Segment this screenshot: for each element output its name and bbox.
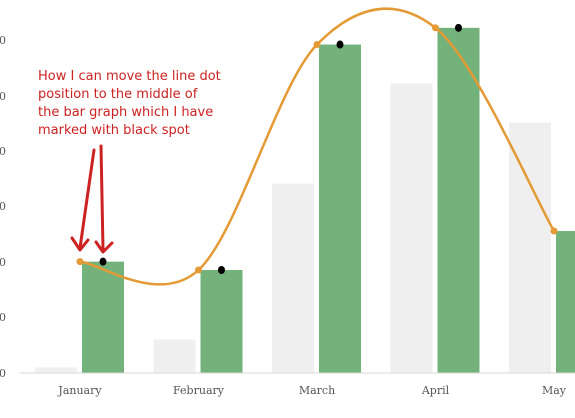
gray-bar [509, 122, 551, 373]
gray-bar-series [35, 83, 551, 374]
x-tick-label: February [173, 384, 225, 397]
annotation-line-1: How I can move the line dot [38, 69, 221, 84]
y-tick-label: 00 [0, 200, 6, 213]
annotation-arrowhead-left [70, 236, 90, 252]
y-tick-label: 00 [0, 34, 6, 47]
green-bar [556, 231, 575, 373]
gray-bar [153, 339, 196, 373]
gray-bar [272, 183, 314, 373]
line-point [550, 227, 558, 235]
x-tick-label: January [57, 384, 102, 397]
green-bar [319, 44, 361, 373]
x-tick-label: May [542, 384, 567, 397]
green-bar [82, 261, 124, 373]
gray-bar [35, 367, 77, 373]
x-tick-label: April [421, 384, 450, 397]
annotation-arrow-left [78, 148, 96, 250]
x-tick-label: March [299, 384, 335, 397]
green-bar [437, 27, 480, 374]
black-spot [218, 266, 225, 275]
y-axis-ticks: 0000000000000 [0, 34, 6, 380]
y-tick-label: 00 [0, 145, 6, 158]
line-point [76, 258, 84, 266]
x-axis-ticks: January February March April May [57, 384, 566, 397]
line-series [76, 7, 558, 286]
y-tick-label: 00 [0, 256, 6, 269]
black-spot [455, 23, 462, 32]
gray-bar [390, 83, 433, 374]
green-bar-series [82, 27, 575, 374]
green-bar [200, 270, 243, 373]
y-tick-label: 0 [0, 367, 6, 380]
black-spot-markers [99, 23, 462, 275]
annotation: How I can move the line dot position to … [38, 69, 221, 254]
y-tick-label: 00 [0, 90, 6, 103]
y-tick-label: 00 [0, 311, 6, 324]
annotation-line-2: position to the middle of [38, 87, 198, 102]
line-path [79, 7, 556, 286]
annotation-arrow-right [99, 144, 105, 251]
black-spot [336, 40, 344, 49]
annotation-line-3: the bar graph which I have [38, 105, 213, 120]
line-point [195, 266, 202, 274]
line-point [432, 24, 439, 32]
line-point [313, 41, 321, 49]
black-spot [99, 257, 107, 266]
annotation-line-4: marked with black spot [38, 123, 190, 138]
annotation-arrowhead-right [94, 240, 114, 254]
